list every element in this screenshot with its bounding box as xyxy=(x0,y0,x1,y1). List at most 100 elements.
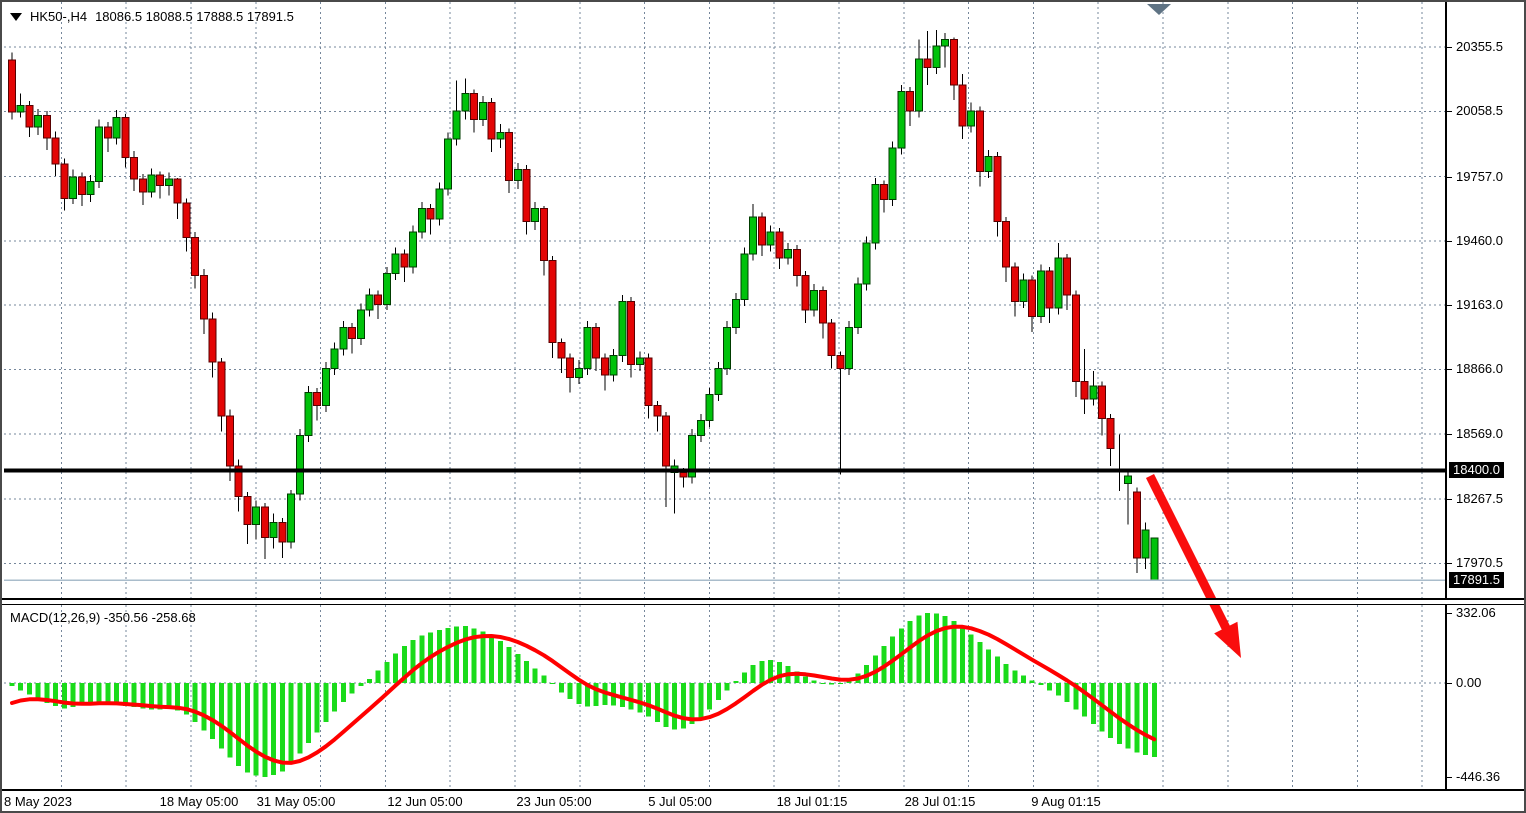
macd-bar xyxy=(367,678,373,683)
candlestick xyxy=(1036,270,1045,318)
time-tick-label: 23 Jun 05:00 xyxy=(516,794,592,809)
chart-shift-marker-icon[interactable] xyxy=(1147,4,1171,15)
macd-bar xyxy=(236,683,242,767)
macd-bar xyxy=(227,683,233,758)
candlestick xyxy=(86,180,95,195)
candlestick xyxy=(156,174,165,187)
candlestick xyxy=(557,342,566,359)
macd-bar xyxy=(192,683,198,722)
macd-bar xyxy=(663,683,669,728)
macd-bar xyxy=(122,683,128,707)
candlestick xyxy=(967,110,976,127)
macd-bar xyxy=(768,659,774,683)
candlestick xyxy=(923,58,932,69)
candlestick xyxy=(1071,294,1080,383)
macd-bar xyxy=(759,660,765,683)
macd-bar xyxy=(183,683,189,715)
macd-bar xyxy=(619,683,625,708)
candlestick xyxy=(505,132,514,181)
candlestick xyxy=(60,163,69,200)
time-tick-label: 9 Aug 01:15 xyxy=(1031,794,1101,809)
time-tick-label: 31 May 05:00 xyxy=(256,794,336,809)
macd-bar xyxy=(79,683,85,706)
macd-bar xyxy=(733,680,739,683)
macd-bar xyxy=(576,683,582,705)
candlestick xyxy=(217,361,226,417)
macd-bar xyxy=(70,683,76,708)
candlestick xyxy=(77,176,86,195)
macd-bar xyxy=(646,683,652,717)
macd-bar xyxy=(698,683,704,718)
candlestick xyxy=(8,59,16,113)
candlestick xyxy=(932,45,941,69)
macd-bar xyxy=(959,627,965,683)
macd-bar xyxy=(1082,683,1088,717)
candlestick xyxy=(1141,529,1150,559)
horizontal-line-18400[interactable] xyxy=(4,468,1447,473)
macd-bar xyxy=(323,683,329,722)
candlestick xyxy=(1080,381,1089,400)
candlestick xyxy=(487,101,496,140)
macd-bar xyxy=(419,635,425,683)
candlestick xyxy=(592,326,601,359)
candlestick xyxy=(574,368,583,378)
candlestick xyxy=(313,391,322,406)
time-axis[interactable]: 8 May 2023 18 May 05:00 31 May 05:00 12 Jun… xyxy=(2,789,1524,811)
candlestick xyxy=(757,216,766,246)
candlestick xyxy=(818,290,827,324)
macd-bar xyxy=(314,683,320,733)
candlestick xyxy=(147,174,156,193)
chart-symbol-label: HK50-,H4 xyxy=(30,9,88,24)
chart-ohlc-values: 18086.5 18088.5 17888.5 17891.5 xyxy=(95,9,294,24)
price-tick-label: 19460.0 xyxy=(1447,233,1503,249)
time-tick-label: 18 May 05:00 xyxy=(159,794,239,809)
price-axis[interactable]: 20355.5 20058.5 19757.0 19460.0 19163.0 18866… xyxy=(1445,2,1524,789)
candlestick xyxy=(1019,279,1028,302)
macd-bar xyxy=(654,683,660,722)
axis-tick-mark xyxy=(1447,176,1452,178)
candlestick xyxy=(130,157,139,180)
macd-bar xyxy=(210,683,216,739)
macd-bar xyxy=(358,683,364,687)
macd-bar xyxy=(776,661,782,683)
macd-bar xyxy=(933,613,939,683)
macd-bar xyxy=(637,683,643,713)
candlestick xyxy=(496,132,505,140)
candlestick xyxy=(382,272,391,306)
macd-tick-label: -446.36 xyxy=(1447,769,1500,785)
macd-bar xyxy=(672,683,678,730)
time-tick-label: 5 Jul 05:00 xyxy=(648,794,712,809)
macd-bar xyxy=(1055,683,1061,696)
candlestick xyxy=(417,207,426,233)
trend-arrow-annotation[interactable] xyxy=(1145,473,1241,598)
macd-bar xyxy=(61,683,67,709)
macd-bar xyxy=(820,683,826,684)
macd-bar xyxy=(393,653,399,683)
candlestick xyxy=(444,138,452,190)
candlestick xyxy=(330,348,339,370)
macd-bar xyxy=(96,683,102,702)
candlestick xyxy=(1010,266,1019,302)
price-chart-canvas[interactable] xyxy=(4,2,1447,598)
candlestick xyxy=(740,253,749,300)
candlestick xyxy=(914,58,923,112)
macd-bar xyxy=(166,683,172,709)
macd-bar xyxy=(305,683,311,743)
candlestick xyxy=(112,116,121,139)
price-tick-label: 18569.0 xyxy=(1447,426,1503,442)
candlestick xyxy=(1045,270,1054,309)
macd-bar xyxy=(532,668,538,683)
candlestick xyxy=(688,435,697,478)
macd-bar xyxy=(218,683,224,749)
candlestick xyxy=(25,105,34,128)
panel-splitter[interactable] xyxy=(2,598,1524,605)
macd-indicator-label: MACD(12,26,9) -350.56 -258.68 xyxy=(10,610,196,625)
macd-bar xyxy=(951,620,957,683)
macd-bar xyxy=(741,672,747,683)
axis-tick-mark xyxy=(1447,683,1452,684)
candlestick xyxy=(374,294,383,306)
macd-indicator-canvas[interactable] xyxy=(4,605,1447,789)
candlestick xyxy=(1098,385,1106,419)
candlestick xyxy=(400,253,409,268)
